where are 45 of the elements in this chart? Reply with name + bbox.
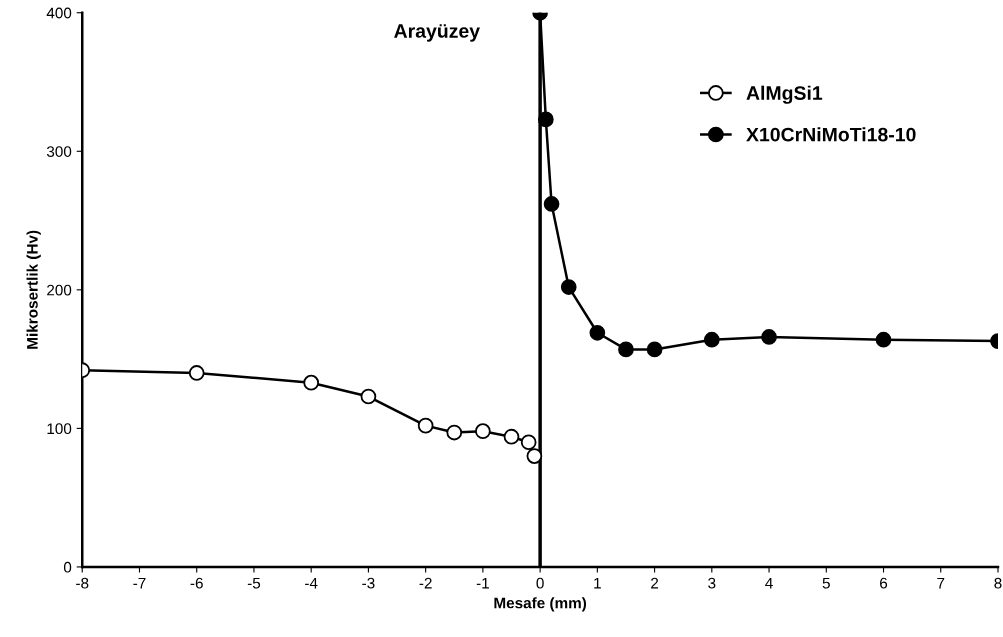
point [875,331,892,348]
x-tick-label: -4 [305,577,318,589]
x-tick-label: 7 [937,577,945,589]
point [188,365,205,381]
x-tick-label: -1 [476,577,489,589]
x-axis-title: Mesafe (mm) [494,597,587,612]
x-tick-label: 4 [765,577,773,589]
y-axis-title: Mikrosertlik (Hv) [26,230,41,349]
x-tick-label: -2 [419,577,432,589]
x-tick-label: -6 [190,577,203,589]
x-tick-label: 5 [822,577,830,589]
point [618,341,634,358]
x-tick-label: -7 [133,577,146,589]
x-tick-label: 8 [994,577,1002,589]
x-tick-label: -5 [247,577,261,589]
x-tick-label: 3 [708,577,716,589]
legend-label: AlMgSi1 [746,85,823,104]
point [360,388,377,405]
x-tick-label: 0 [536,577,544,589]
y-tick-label: 400 [46,7,72,19]
point [520,434,537,451]
point [703,331,720,348]
point [475,423,491,440]
point [560,279,577,295]
x-tick-label: 2 [651,577,659,589]
annotation: Arayüzey [394,24,480,42]
point [503,428,520,445]
x-tick-label: -3 [362,577,375,589]
y-tick-label: 0 [63,561,72,573]
x-tick-label: 6 [880,577,888,589]
point [646,341,663,358]
point [303,374,320,391]
point [526,448,543,464]
point [446,424,463,441]
point [761,329,777,345]
point [543,196,560,212]
y-tick-label: 100 [47,423,72,435]
x-tick-label: -8 [76,577,89,589]
y-tick-label: 300 [46,146,72,157]
x-tick-label: 1 [594,577,601,589]
point [417,417,434,434]
point [537,111,554,128]
point [589,324,606,341]
legend-label: X10CrNiMoTi18-10 [746,127,916,142]
y-tick-label: 200 [47,284,72,296]
